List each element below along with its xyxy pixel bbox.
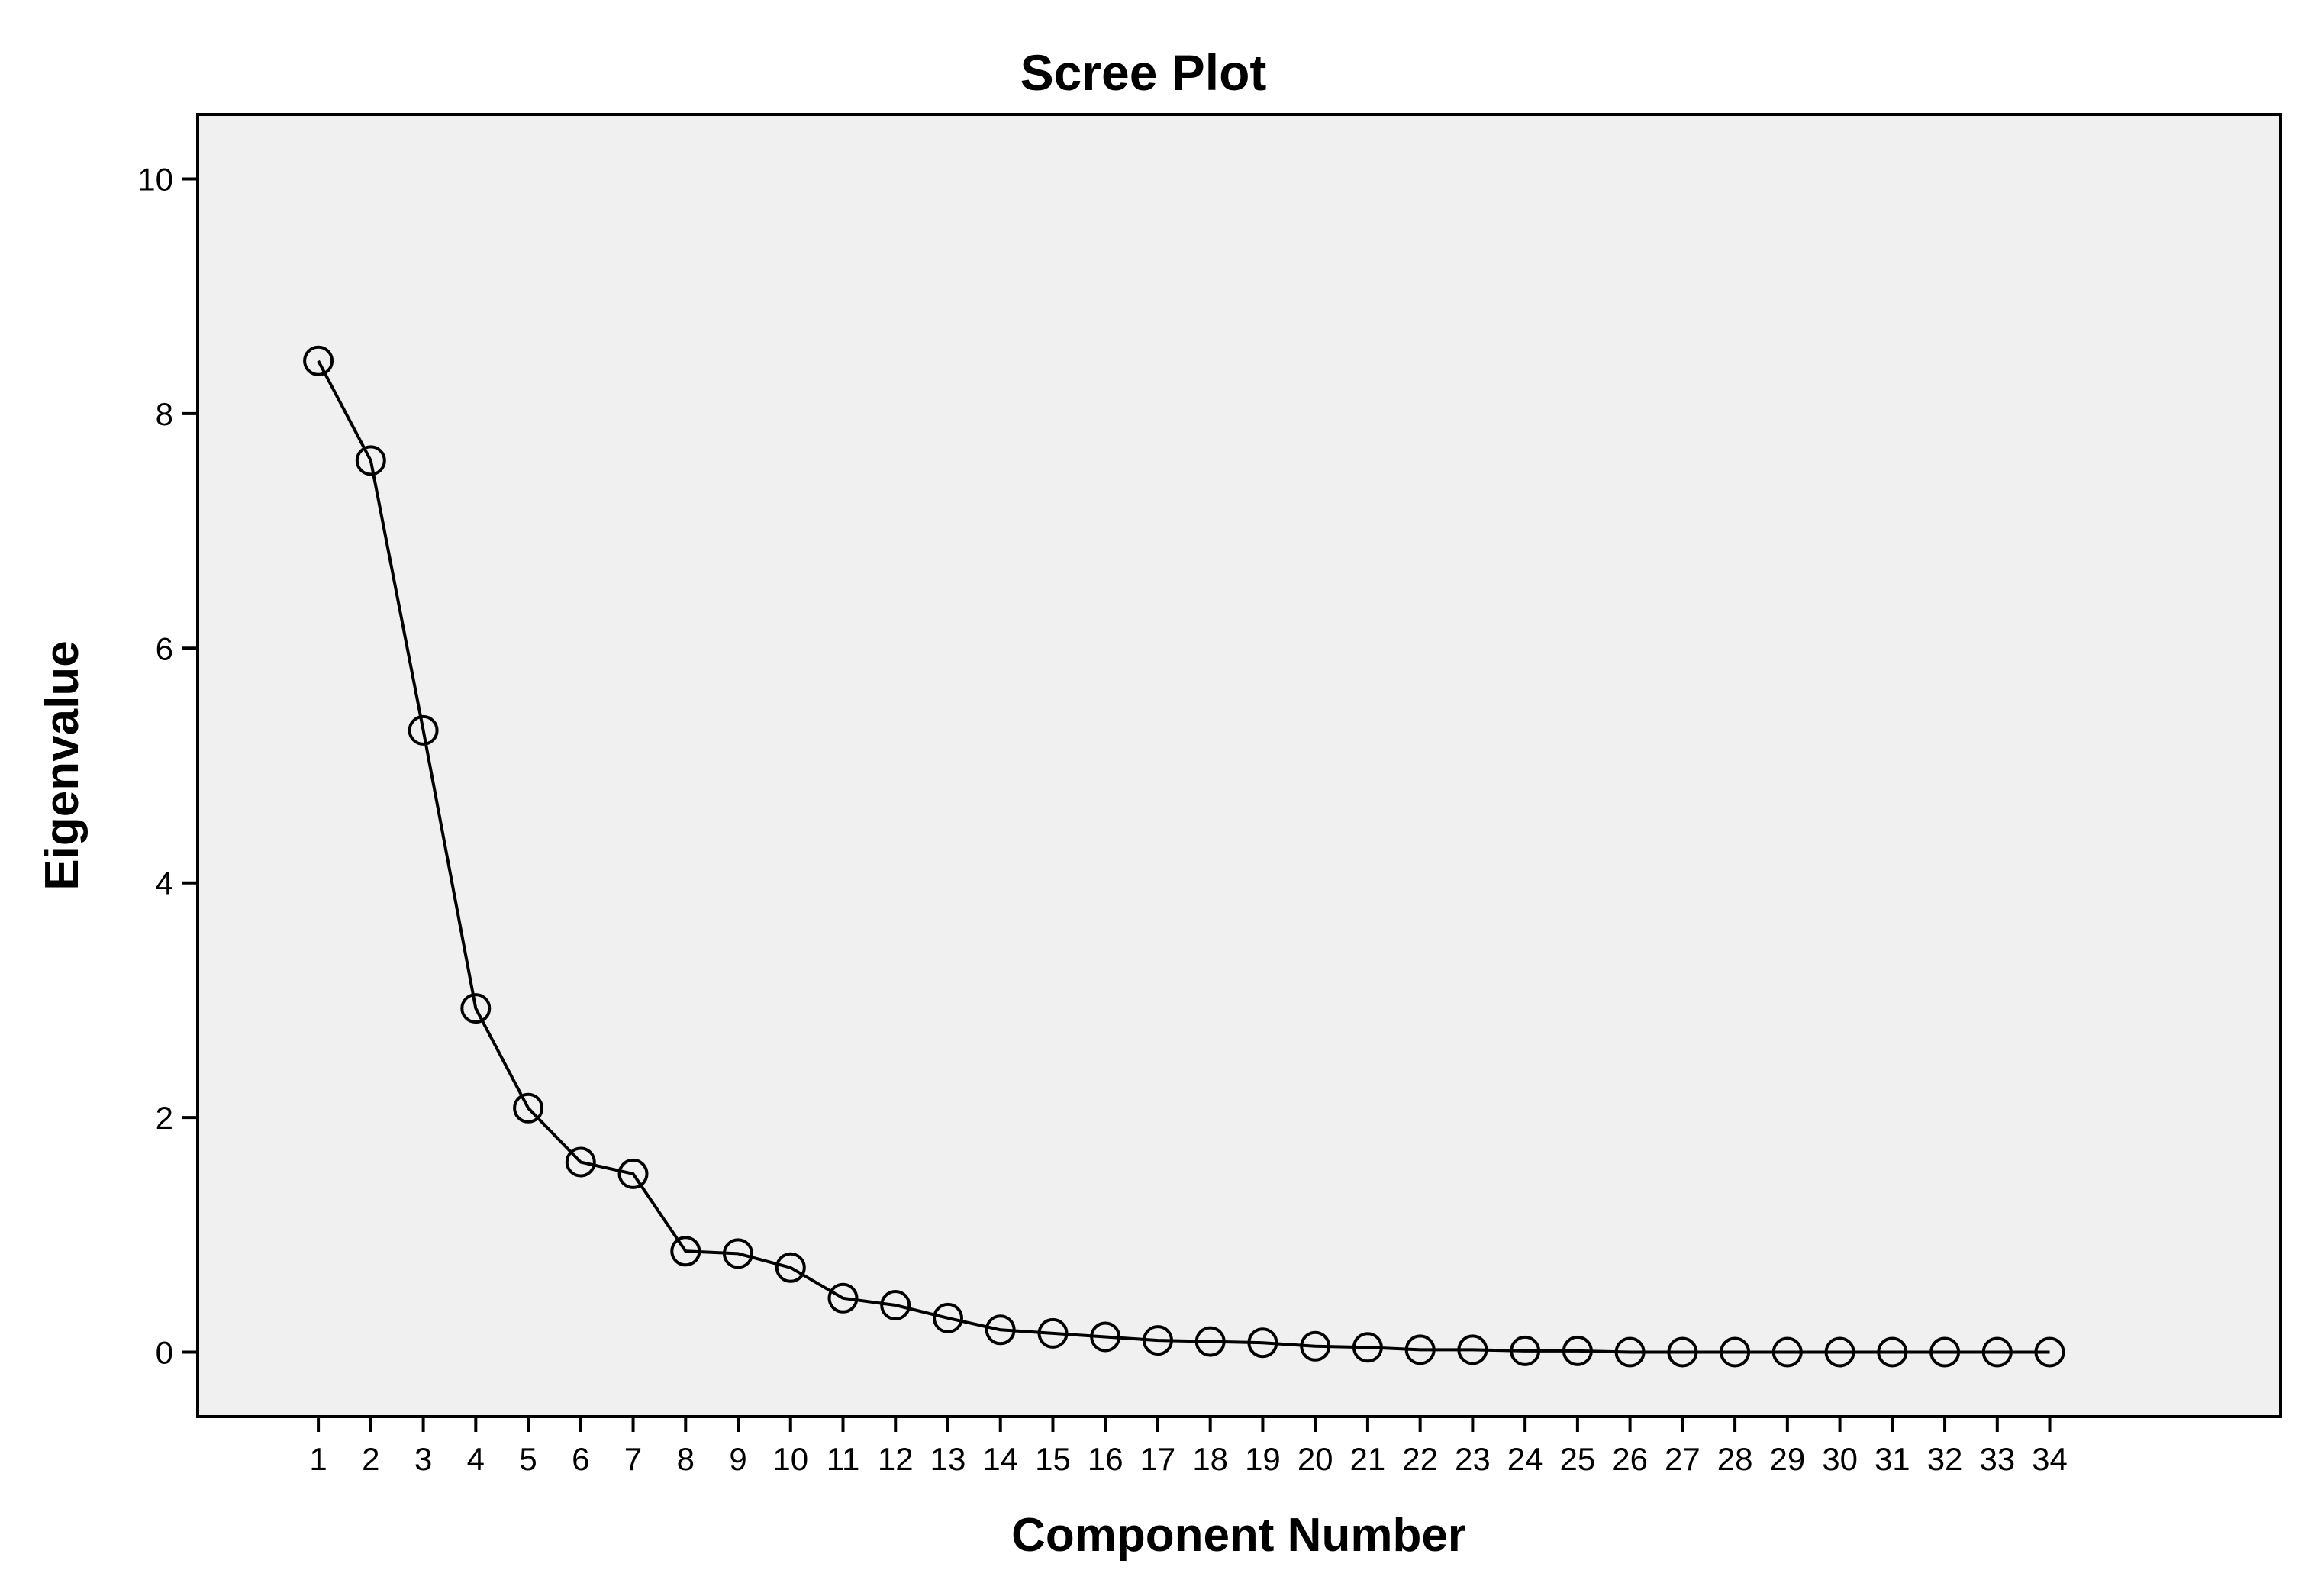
series-line-eigenvalue — [317, 360, 2050, 1354]
x-tick-label: 8 — [677, 1441, 695, 1477]
data-point — [1194, 1326, 1226, 1357]
x-tick-label: 9 — [729, 1441, 746, 1477]
data-point — [1457, 1334, 1488, 1365]
x-tick-label: 13 — [930, 1441, 966, 1477]
x-tick-label: 3 — [414, 1441, 432, 1477]
x-tick-label: 22 — [1402, 1441, 1438, 1477]
x-tick-label: 14 — [982, 1441, 1018, 1477]
data-point — [355, 445, 386, 476]
data-point — [2034, 1336, 2065, 1368]
x-tick-label: 21 — [1350, 1441, 1386, 1477]
x-tick-label: 30 — [1822, 1441, 1858, 1477]
y-axis-title: Eigenvalue — [36, 640, 89, 890]
x-tick-label: 17 — [1140, 1441, 1176, 1477]
data-point — [775, 1252, 806, 1283]
data-point — [880, 1290, 911, 1320]
x-tick-label: 16 — [1088, 1441, 1123, 1477]
x-tick-label: 20 — [1298, 1441, 1333, 1477]
data-point — [1143, 1325, 1173, 1356]
data-point — [1771, 1336, 1803, 1368]
x-tick-label: 27 — [1665, 1441, 1701, 1477]
data-point — [985, 1314, 1016, 1346]
x-tick-label: 34 — [2032, 1441, 2068, 1477]
data-point — [723, 1238, 753, 1269]
chart-title: Scree Plot — [1020, 44, 1267, 101]
data-point — [1720, 1336, 1751, 1368]
data-point — [1929, 1336, 1961, 1368]
y-axis: 0 2 4 6 8 10 — [137, 162, 198, 1370]
x-tick-label: 2 — [362, 1441, 379, 1477]
data-point — [1300, 1330, 1331, 1362]
y-tick-label: 4 — [156, 866, 173, 901]
x-tick-label: 33 — [1979, 1441, 2015, 1477]
y-tick-label: 2 — [156, 1100, 173, 1136]
data-point — [1562, 1335, 1593, 1366]
x-tick-label: 7 — [624, 1441, 642, 1477]
x-tick-label: 18 — [1192, 1441, 1228, 1477]
x-tick-label: 29 — [1769, 1441, 1805, 1477]
data-point — [460, 993, 492, 1024]
data-point — [827, 1282, 859, 1314]
x-tick-label: 5 — [519, 1441, 537, 1477]
data-point — [565, 1146, 596, 1178]
x-tick-label: 26 — [1612, 1441, 1648, 1477]
x-tick-label: 32 — [1927, 1441, 1963, 1477]
x-axis: 1 2 3 4 5 6 7 8 9 10 11 12 13 14 15 16 17 18 19 20 21 22 23 24 2… — [309, 1417, 2068, 1477]
data-point — [1037, 1317, 1069, 1349]
x-tick-label: 23 — [1455, 1441, 1491, 1477]
data-point — [1981, 1336, 2013, 1368]
x-tick-label: 10 — [772, 1441, 808, 1477]
data-point — [1877, 1336, 1908, 1368]
x-tick-label: 12 — [878, 1441, 914, 1477]
series-points — [303, 345, 2065, 1368]
y-tick-label: 0 — [156, 1334, 173, 1370]
x-tick-label: 28 — [1717, 1441, 1753, 1477]
y-tick-label: 8 — [156, 396, 173, 432]
data-point — [617, 1158, 649, 1189]
data-point — [1404, 1334, 1436, 1365]
x-tick-label: 11 — [827, 1441, 860, 1477]
data-point — [1614, 1336, 1646, 1368]
x-tick-label: 24 — [1507, 1441, 1543, 1477]
y-tick-label: 6 — [156, 630, 173, 666]
data-point — [1247, 1327, 1278, 1359]
data-point — [303, 345, 334, 376]
x-tick-label: 19 — [1245, 1441, 1281, 1477]
x-tick-label: 31 — [1875, 1441, 1910, 1477]
x-tick-label: 6 — [572, 1441, 589, 1477]
x-tick-label: 15 — [1035, 1441, 1071, 1477]
data-point — [1824, 1336, 1855, 1368]
data-point — [1090, 1321, 1121, 1353]
plot-area — [196, 113, 2282, 1418]
data-point — [1352, 1332, 1383, 1363]
data-point — [933, 1302, 963, 1333]
data-point — [408, 714, 439, 746]
x-tick-label: 1 — [309, 1441, 327, 1477]
data-point — [1510, 1335, 1541, 1366]
x-axis-title: Component Number — [1011, 1509, 1466, 1562]
y-tick-label: 10 — [137, 162, 173, 198]
x-tick-label: 25 — [1560, 1441, 1596, 1477]
data-point — [1667, 1336, 1698, 1368]
data-point — [513, 1092, 544, 1124]
x-tick-label: 4 — [467, 1441, 485, 1477]
data-point — [670, 1236, 701, 1267]
